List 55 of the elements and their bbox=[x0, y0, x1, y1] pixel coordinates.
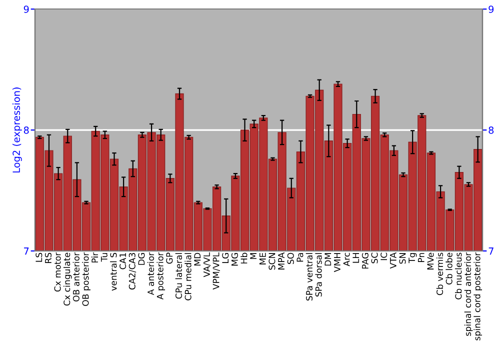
x-tick-label: LG bbox=[222, 253, 229, 263]
x-tick-label: SC bbox=[371, 252, 378, 264]
x-tick-label: Tg bbox=[408, 253, 417, 264]
x-tick-label: Arc bbox=[343, 252, 350, 266]
x-tick-label: SCN bbox=[268, 253, 276, 270]
x-tick-label: IC bbox=[380, 252, 388, 260]
x-tick-label: spinal cord anterior bbox=[464, 252, 473, 336]
x-tick-label: GP bbox=[166, 252, 173, 264]
x-tick-label: SO bbox=[287, 252, 294, 264]
x-tick-label: SPa ventral bbox=[306, 253, 313, 300]
x-tick-label: Pa bbox=[296, 253, 304, 262]
x-tick-label: MVe bbox=[427, 252, 434, 270]
x-tick-label: MD bbox=[194, 252, 201, 266]
y2-tick-label: 7 bbox=[488, 248, 494, 255]
y2-tick-label: 9 bbox=[488, 6, 494, 13]
x-tick-label: VPM/VPL bbox=[212, 252, 220, 290]
x-tick-label: Tu bbox=[101, 253, 108, 262]
x-tick-label: VTA bbox=[390, 252, 396, 269]
y-tick-label: 7 bbox=[24, 248, 29, 255]
x-tick-label: Pir bbox=[91, 252, 98, 262]
x-tick-label: SPa dorsal bbox=[315, 253, 322, 296]
x-tick-label: CA1 bbox=[120, 253, 126, 270]
x-tick-label: VA/VL bbox=[204, 252, 211, 278]
y2-tick-label: 8 bbox=[488, 126, 494, 134]
x-tick-label: Cx motor bbox=[54, 252, 61, 292]
x-tick-label: MPA bbox=[278, 252, 284, 270]
x-tick-label: spinal cord posterior bbox=[474, 252, 482, 340]
x-tick-label: Cx cingulate bbox=[63, 252, 72, 306]
y-tick-label: 9 bbox=[24, 6, 29, 13]
x-tick-label: Cb vermis bbox=[436, 252, 444, 296]
x-tick-label: A anterior bbox=[147, 252, 154, 296]
x-tick-label: LS bbox=[36, 252, 42, 262]
x-tick-label: ME bbox=[260, 252, 266, 264]
x-tick-label: Hb bbox=[240, 252, 248, 264]
x-tick-label: PAG bbox=[362, 253, 368, 269]
y-axis-title: Log2 (expression) bbox=[12, 88, 22, 172]
x-tick-label: OB posterior bbox=[82, 252, 90, 306]
x-tick-label: MG bbox=[231, 253, 238, 266]
x-tick-label: CPu lateral bbox=[175, 253, 182, 299]
x-tick-label: VMH bbox=[334, 253, 340, 272]
y-tick-label: 8 bbox=[24, 126, 29, 134]
x-tick-label: SN bbox=[399, 253, 406, 264]
x-tick-label: CA2/CA3 bbox=[128, 253, 136, 290]
x-tick-label: M bbox=[250, 253, 256, 259]
x-tick-label: ventral S bbox=[110, 252, 117, 291]
x-tick-label: A posterior bbox=[156, 252, 166, 300]
x-tick-label: Cb nucleus bbox=[455, 252, 462, 300]
x-tick-label: LH bbox=[352, 253, 360, 263]
x-tick-label: OB anterior bbox=[72, 252, 80, 302]
x-tick-label: Cb lobe bbox=[446, 252, 452, 284]
x-tick-label: Pn bbox=[418, 253, 424, 262]
x-tick-label: DM bbox=[324, 253, 332, 266]
x-tick-label: CPu medial bbox=[184, 253, 192, 300]
x-tick-label: DG bbox=[138, 253, 145, 265]
x-tick-label: RS bbox=[44, 252, 52, 263]
